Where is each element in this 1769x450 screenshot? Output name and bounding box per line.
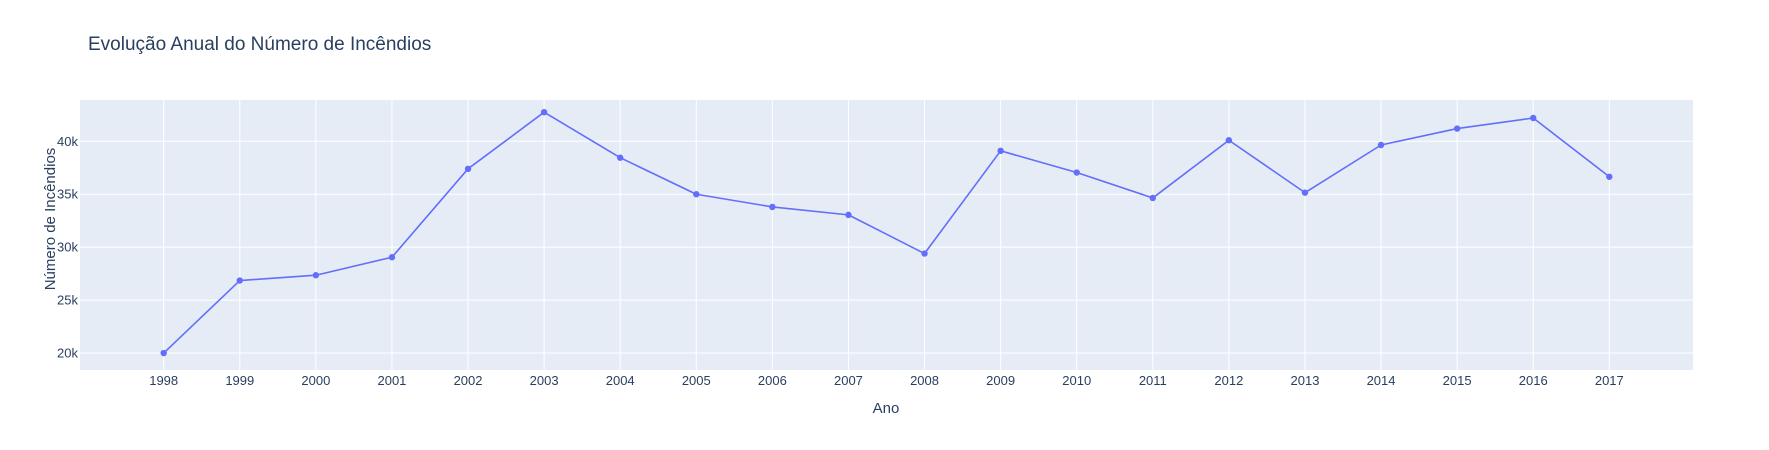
series-line	[163, 111, 1610, 354]
x-tick-label: 2007	[834, 373, 863, 388]
x-tick-label: 2012	[1214, 373, 1243, 388]
x-tick-label: 2011	[1139, 373, 1167, 388]
data-point	[769, 203, 776, 211]
data-point	[1225, 137, 1233, 144]
x-tick-label: 2004	[606, 373, 635, 388]
data-point	[845, 211, 852, 219]
x-tick-label: 2001	[377, 373, 406, 388]
y-tick-label: 25k	[57, 293, 78, 308]
y-tick-label: 40k	[57, 134, 78, 149]
x-tick-label: 2006	[758, 373, 787, 388]
data-point	[160, 349, 167, 357]
x-gridlines	[163, 100, 1610, 370]
x-tick-label: 2010	[1062, 373, 1091, 388]
series-layer	[160, 108, 1613, 357]
data-point	[1453, 125, 1461, 132]
x-axis-ticks: 1998 1999 2000 2001 2002 2003 2004 2005 2006 2007…	[149, 373, 1624, 388]
x-tick-label: 2013	[1291, 373, 1320, 388]
x-tick-label: 2002	[454, 373, 483, 388]
x-axis-title: Ano	[873, 400, 900, 417]
x-tick-label: 2000	[301, 373, 330, 388]
data-point	[464, 165, 472, 173]
data-point	[921, 250, 928, 257]
x-tick-label: 1999	[225, 373, 254, 388]
data-point	[997, 147, 1004, 155]
y-tick-label: 35k	[57, 187, 78, 202]
data-point	[1377, 141, 1385, 149]
x-tick-label: 1998	[149, 373, 178, 388]
x-tick-label: 2017	[1595, 373, 1624, 388]
x-tick-label: 2014	[1367, 373, 1396, 388]
data-point	[1301, 189, 1309, 196]
y-tick-label: 20k	[57, 346, 78, 361]
data-point	[693, 191, 700, 198]
x-tick-label: 2003	[530, 373, 559, 388]
data-point	[312, 272, 320, 279]
y-axis-title: Número de Incêndios	[42, 148, 59, 291]
chart-title: Evolução Anual do Número de Incêndios	[88, 34, 431, 55]
x-tick-label: 2015	[1443, 373, 1472, 388]
y-tick-label: 30k	[57, 240, 78, 255]
x-tick-label: 2009	[986, 373, 1015, 388]
data-point	[1073, 169, 1080, 176]
data-point	[1530, 114, 1537, 122]
data-point	[236, 277, 243, 284]
data-point	[540, 108, 548, 116]
data-point	[388, 254, 396, 261]
x-tick-label: 2008	[910, 373, 939, 388]
x-tick-label: 2016	[1519, 373, 1548, 388]
x-tick-label: 2005	[682, 373, 711, 388]
data-point	[1149, 194, 1156, 202]
data-point	[1606, 173, 1613, 180]
y-gridlines	[80, 140, 1693, 354]
y-axis-ticks: 20k 25k 30k 35k 40k	[57, 134, 78, 361]
data-point	[617, 154, 624, 161]
